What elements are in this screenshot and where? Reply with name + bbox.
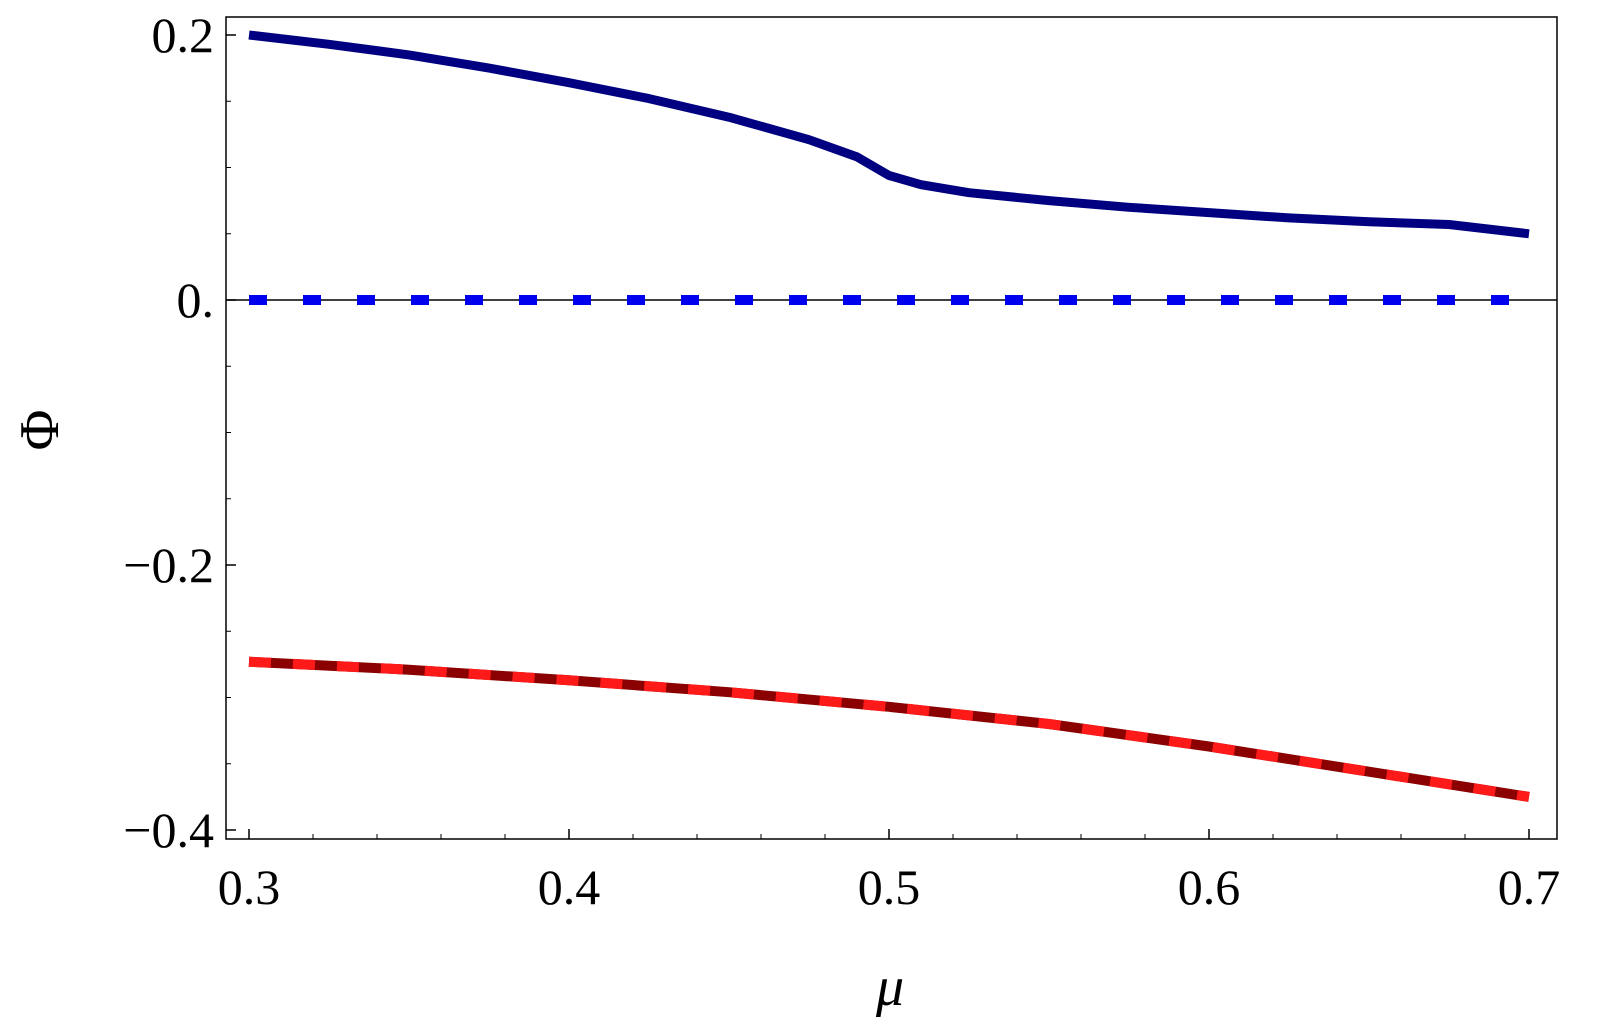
y-tick-label: 0.	[177, 272, 215, 328]
y-axis-ticks: −0.4 −0.2 0. 0.2	[123, 7, 236, 858]
x-tick-label: 0.5	[858, 859, 921, 915]
series-2-line	[248, 656, 1530, 802]
plot-frame	[225, 16, 1558, 840]
series-0-line	[248, 30, 1530, 239]
y-tick-label: −0.2	[123, 537, 214, 593]
x-axis-ticks: 0.3 0.4 0.5 0.6 0.7	[218, 829, 1561, 915]
y-tick-label: 0.2	[152, 7, 215, 63]
x-tick-label: 0.3	[218, 859, 281, 915]
x-tick-label: 0.4	[538, 859, 601, 915]
series-2-dash	[248, 656, 1530, 802]
x-tick-label: 0.6	[1178, 859, 1241, 915]
series-group	[248, 30, 1530, 802]
y-axis-title: Φ	[9, 410, 71, 451]
x-tick-label: 0.7	[1498, 859, 1561, 915]
y-tick-label: −0.4	[123, 802, 214, 858]
x-axis-title: μ	[875, 956, 904, 1018]
